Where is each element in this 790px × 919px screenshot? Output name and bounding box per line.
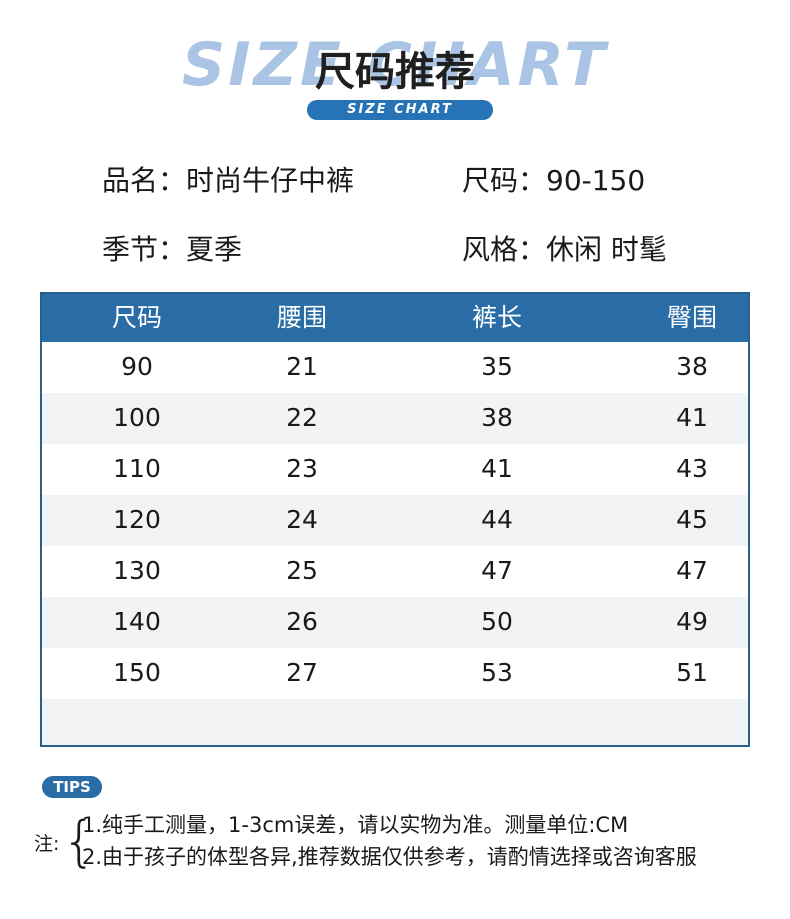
note-line-1: 1.纯手工测量，1-3cm误差，请以实物为准。测量单位:CM: [82, 813, 629, 837]
table-row: 110 23 41 43: [42, 444, 748, 495]
cell-hip: 47: [676, 556, 708, 585]
cell-length: 38: [481, 403, 513, 432]
cell-size: 90: [121, 352, 153, 381]
cell-hip: 43: [676, 454, 708, 483]
cell-length: 47: [481, 556, 513, 585]
cell-size: 110: [113, 454, 161, 483]
table-row: 150 27 53 51: [42, 648, 748, 699]
cell-waist: 23: [286, 454, 318, 483]
cell-waist: 27: [286, 658, 318, 687]
column-header-waist: 腰围: [276, 303, 327, 332]
cell-size: 140: [113, 607, 161, 636]
size-range: 尺码：90-150: [462, 164, 646, 197]
season: 季节：夏季: [102, 233, 243, 266]
cell-length: 53: [481, 658, 513, 687]
size-chart-subtitle-badge: SIZE CHART: [307, 100, 493, 120]
cell-size: 150: [113, 658, 161, 687]
cell-size: 130: [113, 556, 161, 585]
table-row: 90 21 35 38: [42, 342, 748, 393]
cell-waist: 26: [286, 607, 318, 636]
note-brace: {: [62, 810, 97, 873]
table-row-empty: [42, 699, 748, 745]
cell-length: 44: [481, 505, 513, 534]
cell-length: 41: [481, 454, 513, 483]
table-header: 尺码 腰围 裤长 臀围: [42, 294, 748, 342]
cell-length: 50: [481, 607, 513, 636]
size-chart-watermark-title: SIZE CHART: [181, 30, 609, 100]
cell-waist: 24: [286, 505, 318, 534]
cell-size: 120: [113, 505, 161, 534]
column-header-hip: 臀围: [666, 303, 717, 332]
cell-hip: 49: [676, 607, 708, 636]
table-row: 130 25 47 47: [42, 546, 748, 597]
table-row: 140 26 50 49: [42, 597, 748, 648]
cell-waist: 22: [286, 403, 318, 432]
column-header-size: 尺码: [111, 303, 162, 332]
column-header-length: 裤长: [471, 303, 522, 332]
note-line-2: 2.由于孩子的体型各异,推荐数据仅供参考，请酌情选择或咨询客服: [82, 845, 697, 869]
cell-hip: 45: [676, 505, 708, 534]
size-table: 尺码 腰围 裤长 臀围 90 21 35 38 100 22 38 41 110…: [40, 292, 750, 747]
tips-badge: TIPS: [42, 776, 102, 798]
product-name: 品名：时尚牛仔中裤: [102, 164, 355, 197]
style: 风格：休闲 时髦: [462, 233, 667, 266]
note-label: 注:: [34, 833, 60, 855]
page-title: 尺码推荐: [315, 49, 475, 95]
cell-size: 100: [113, 403, 161, 432]
cell-hip: 41: [676, 403, 708, 432]
cell-waist: 21: [286, 352, 318, 381]
cell-hip: 51: [676, 658, 708, 687]
table-row: 100 22 38 41: [42, 393, 748, 444]
cell-waist: 25: [286, 556, 318, 585]
table-row: 120 24 44 45: [42, 495, 748, 546]
cell-length: 35: [481, 352, 513, 381]
cell-hip: 38: [676, 352, 708, 381]
